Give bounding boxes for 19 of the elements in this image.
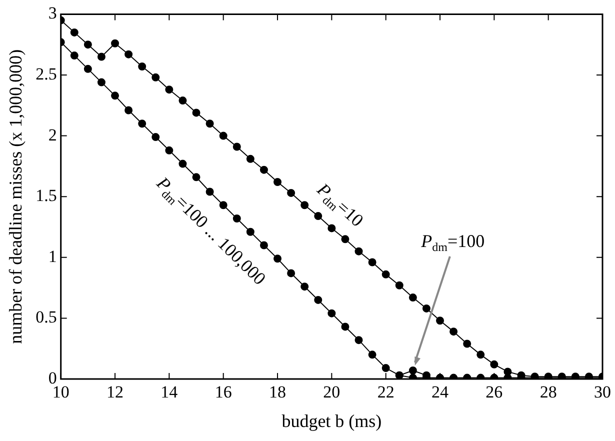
x-tick-label: 30	[594, 382, 611, 402]
x-tick-label: 16	[214, 382, 232, 402]
y-tick-label: 1.5	[36, 186, 57, 206]
y-tick-label: 0.5	[36, 308, 57, 327]
x-tick-label: 22	[377, 382, 394, 402]
x-axis-title: budget b (ms)	[282, 410, 382, 431]
x-tick-label: 26	[486, 382, 503, 402]
y-tick-label: 2.5	[36, 64, 57, 84]
x-tick-label: 14	[160, 382, 178, 402]
x-tick-label: 18	[269, 382, 286, 402]
x-tick-label: 20	[323, 382, 340, 402]
y-tick-label: 3	[48, 4, 57, 23]
x-tick-label: 12	[106, 382, 124, 402]
y-tick-label: 2	[48, 125, 57, 144]
y-axis-title: number of deadline misses (x 1,000,000)	[6, 49, 26, 344]
x-tick-label: 24	[432, 382, 450, 402]
y-tick-label: 1	[48, 246, 57, 266]
x-tick-label: 28	[540, 382, 557, 402]
annotation: Pdm=10	[312, 178, 368, 230]
